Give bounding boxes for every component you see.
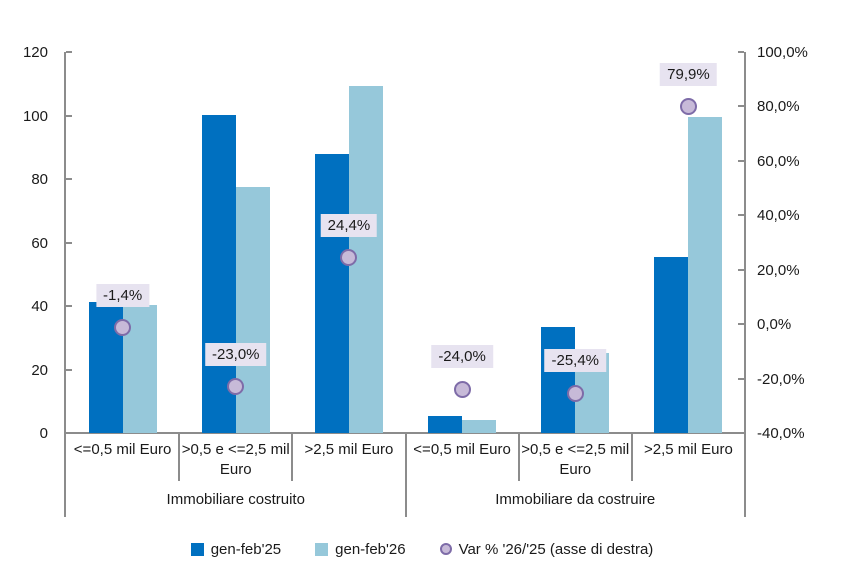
right-axis-tick [738,377,744,380]
left-axis-tick-label: 60 [31,234,48,252]
left-axis-line [64,52,66,517]
variation-marker [453,380,471,398]
variation-marker [114,319,132,337]
right-axis-tick-label: 100,0% [757,44,808,61]
left-axis-tick-label: 0 [39,425,48,442]
right-axis-tick [738,159,744,162]
variation-data-label: -23,0% [204,342,267,366]
right-axis-tick [738,323,744,326]
legend-item: Var % '26/'25 (asse di destra) [439,540,654,558]
bar-genfeb26 [462,419,497,433]
left-axis-tick [66,432,72,434]
bar-genfeb26 [235,187,270,433]
right-axis-tick [738,432,744,434]
bar-genfeb25 [428,415,463,433]
variation-data-label: -24,0% [431,345,493,369]
left-axis-tick-label: 20 [31,361,48,379]
left-axis-tick [66,51,72,53]
category-separator [630,433,633,481]
right-axis-tick-label: -20,0% [757,370,805,388]
legend-label: gen-feb'26 [335,540,406,558]
category-label: <=0,5 mil Euro [413,441,511,458]
legend-item: gen-feb'25 [190,540,282,558]
category-separator [291,433,294,481]
variation-marker [340,249,358,267]
variation-marker [679,98,697,116]
left-axis-tick [66,305,72,307]
bar-genfeb25 [654,256,689,433]
category-label: >0,5 e <=2,5 mil Euro [521,441,630,478]
left-axis-tick-label: 100 [22,107,48,125]
legend-item: gen-feb'26 [315,540,406,558]
category-label: >0,5 e <=2,5 mil Euro [181,441,290,478]
right-axis-tick-label: 20,0% [757,261,800,279]
category-label: <=0,5 mil Euro [73,441,172,458]
left-axis-tick [66,178,72,180]
right-axis-tick [738,268,744,271]
left-axis-tick [66,114,72,117]
group-label: Immobiliare costruito [166,490,305,508]
right-axis-tick [738,105,744,108]
right-axis-tick [738,51,744,53]
variation-data-label: 24,4% [320,213,378,237]
legend-label: gen-feb'25 [210,540,282,558]
legend-label: Var % '26/'25 (asse di destra) [458,540,654,558]
left-axis-tick-label: 80 [31,171,48,188]
right-axis-tick-label: -40,0% [757,425,805,442]
category-label: >2,5 mil Euro [644,441,733,458]
right-axis-tick-label: 80,0% [757,98,800,116]
group-label: Immobiliare da costruire [495,490,656,508]
left-axis-tick-label: 40 [31,298,48,315]
category-separator [517,433,520,481]
variation-data-label: 79,9% [660,62,717,86]
bar-genfeb26 [688,117,723,433]
variation-marker [566,384,584,402]
variation-data-label: -25,4% [544,349,607,373]
bar-genfeb25 [541,326,576,433]
bar-genfeb25 [314,154,349,433]
right-axis-tick-label: 0,0% [757,316,792,334]
legend: gen-feb'25 gen-feb'26 Var % '26/'25 (asse … [0,534,844,564]
group-separator [404,433,407,517]
right-axis-tick-label: 40,0% [757,207,800,225]
legend-swatch-genfeb26 [315,542,329,556]
left-axis-tick [66,368,72,371]
variation-marker [227,378,245,396]
variation-data-label: -1,4% [95,283,150,307]
category-separator [178,433,181,481]
category-label: >2,5 mil Euro [304,441,394,458]
right-axis-tick-label: 60,0% [757,152,800,170]
right-axis-line [744,52,746,517]
left-axis-tick [66,241,72,244]
right-axis-tick [738,214,744,217]
legend-circle-variation [439,543,452,555]
legend-swatch-genfeb25 [190,542,204,556]
left-axis-tick-label: 120 [22,44,48,61]
